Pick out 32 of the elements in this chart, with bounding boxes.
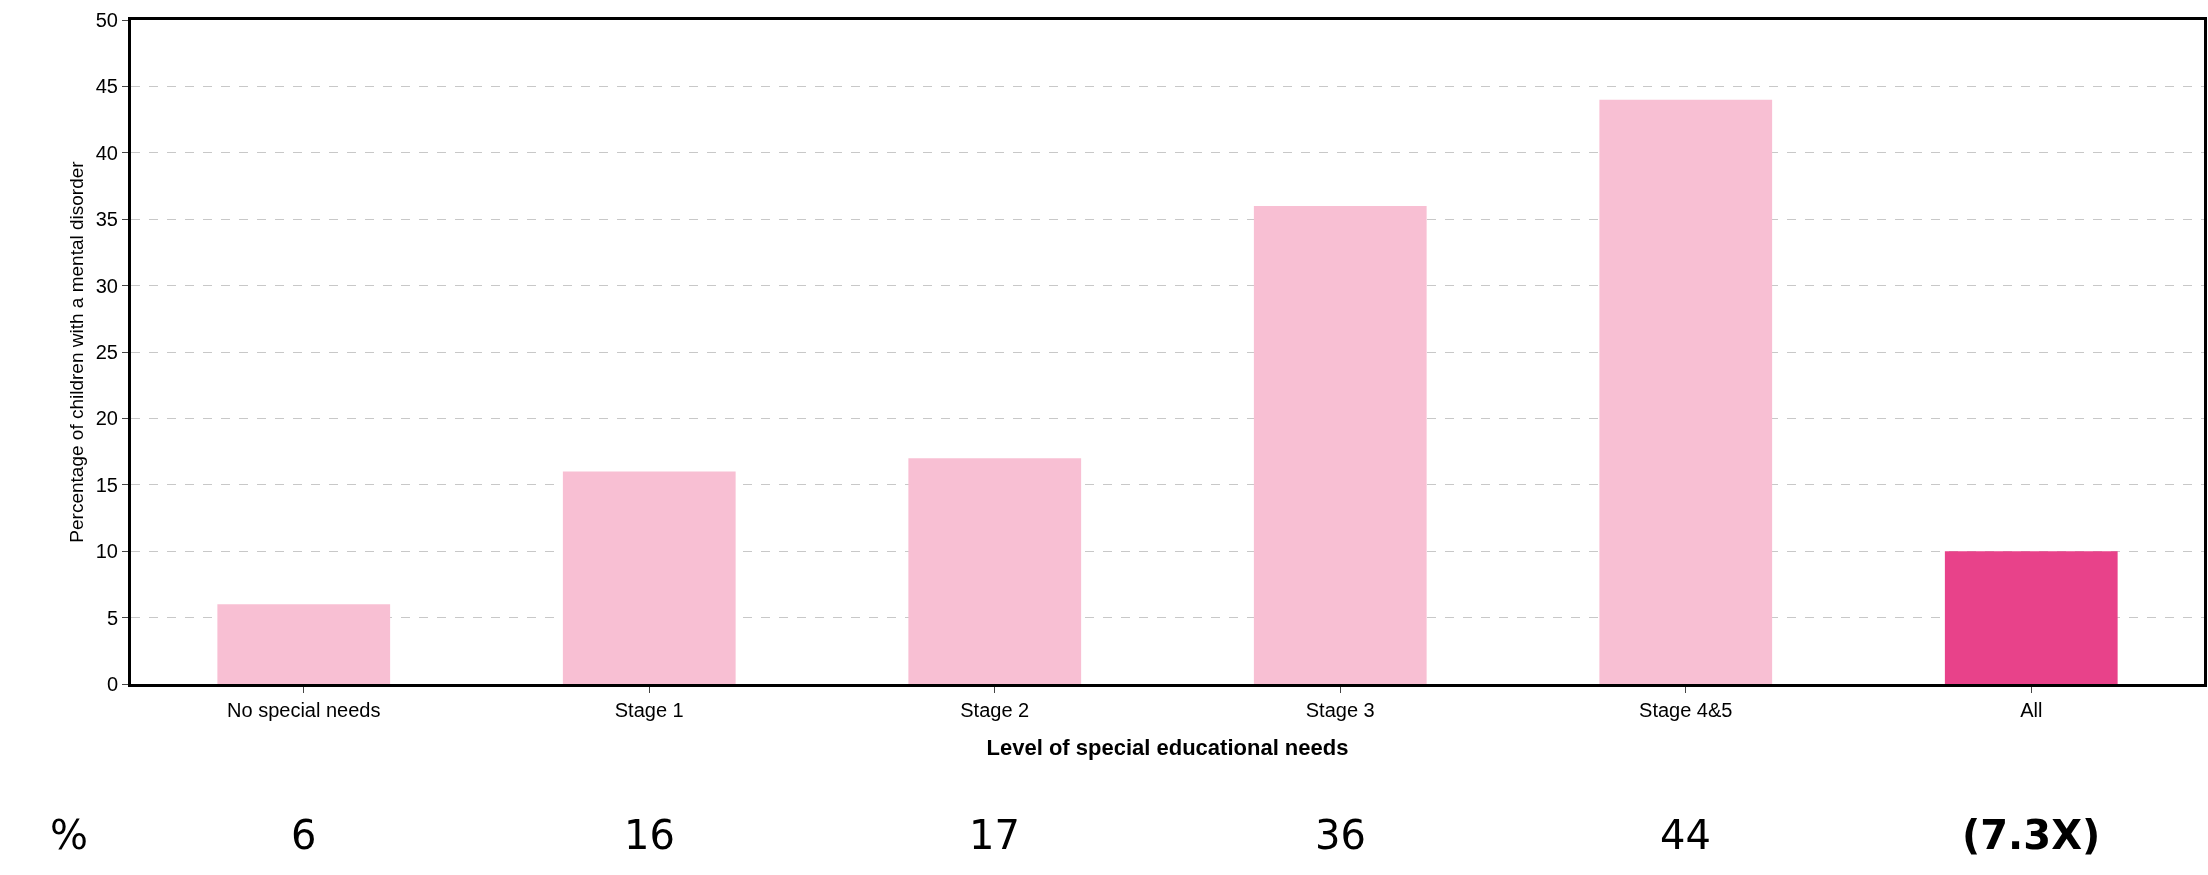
x-tick-label: Stage 1 <box>614 699 684 721</box>
x-axis-title: Level of special educational needs <box>986 734 1349 760</box>
bar <box>908 458 1082 684</box>
data-label: 44 <box>1660 812 1711 858</box>
bar <box>1599 99 1773 684</box>
y-tick-label: 30 <box>95 274 118 297</box>
data-label: 17 <box>969 812 1020 858</box>
x-tick-label: Stage 4&5 <box>1639 699 1733 721</box>
y-tick-label: 25 <box>95 341 118 363</box>
y-tick-label: 40 <box>95 141 118 164</box>
y-tick-label: 50 <box>95 9 118 31</box>
y-tick-label: 20 <box>95 407 118 430</box>
data-label: 36 <box>1315 812 1366 858</box>
x-tick-label: Stage 2 <box>960 699 1030 721</box>
y-tick-label: 15 <box>95 473 118 496</box>
y-axis-title: Percentage of children with a mental disorder <box>65 160 87 543</box>
x-tick-label: All <box>2020 699 2043 721</box>
bar <box>562 471 736 684</box>
y-tick-label: 5 <box>106 606 118 629</box>
y-tick-label: 10 <box>95 540 118 563</box>
y-tick-label: 45 <box>95 75 118 98</box>
y-tick-label: 0 <box>106 673 118 695</box>
x-tick-label: No special needs <box>227 699 381 721</box>
x-tick-label: Stage 3 <box>1305 699 1375 721</box>
data-label: 16 <box>624 812 675 858</box>
text: (7.3X) <box>1962 812 2101 858</box>
bar <box>217 604 391 684</box>
y-tick-label: 35 <box>95 208 118 231</box>
data-label: 6 <box>291 812 317 858</box>
bar <box>1944 551 2118 684</box>
text: % <box>50 812 89 858</box>
bar <box>1253 205 1427 684</box>
